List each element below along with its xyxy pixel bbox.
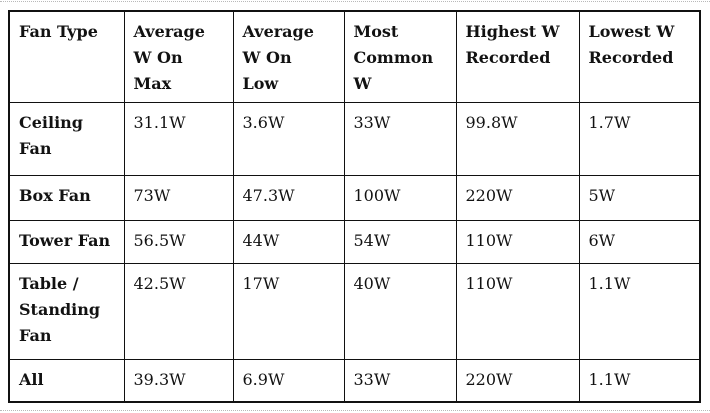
table-cell: 1.1W [578, 359, 701, 402]
column-header-most-common-w: Most Common W [343, 10, 457, 103]
column-header-average-w-on-low: Average W On Low [232, 10, 345, 103]
table-cell: 6.9W [232, 359, 345, 402]
table-cell: 110W [455, 263, 580, 360]
screenshot-edge-top [0, 1, 710, 2]
table-row-tower-fan: Tower Fan 56.5W 44W 54W 110W 6W [8, 220, 701, 264]
table-cell: 1.1W [578, 263, 701, 360]
table-cell: 33W [343, 359, 457, 402]
row-label-box-fan: Box Fan [8, 175, 125, 221]
column-header-average-w-on-max: Average W On Max [123, 10, 234, 103]
table-header-row: Fan Type Average W On Max Average W On L… [8, 10, 701, 103]
row-label-tower-fan: Tower Fan [8, 220, 125, 264]
table-cell: 44W [232, 220, 345, 264]
table-cell: 31.1W [123, 102, 234, 176]
table-cell: 1.7W [578, 102, 701, 176]
table-row-box-fan: Box Fan 73W 47.3W 100W 220W 5W [8, 175, 701, 221]
table-cell: 110W [455, 220, 580, 264]
fan-wattage-table: Fan Type Average W On Max Average W On L… [8, 10, 701, 403]
table-cell: 6W [578, 220, 701, 264]
table-cell: 220W [455, 359, 580, 402]
table-cell: 100W [343, 175, 457, 221]
table-row-ceiling-fan: Ceiling Fan 31.1W 3.6W 33W 99.8W 1.7W [8, 102, 701, 176]
table-cell: 17W [232, 263, 345, 360]
table-cell: 5W [578, 175, 701, 221]
column-header-highest-w-recorded: Highest W Recorded [455, 10, 580, 103]
table-cell: 56.5W [123, 220, 234, 264]
table-cell: 47.3W [232, 175, 345, 221]
row-label-table-standing-fan: Table / Standing Fan [8, 263, 125, 360]
column-header-lowest-w-recorded: Lowest W Recorded [578, 10, 701, 103]
table-row-table-standing-fan: Table / Standing Fan 42.5W 17W 40W 110W … [8, 263, 701, 360]
table-row-all: All 39.3W 6.9W 33W 220W 1.1W [8, 359, 701, 402]
table-cell: 42.5W [123, 263, 234, 360]
column-header-fan-type: Fan Type [8, 10, 125, 103]
table-cell: 40W [343, 263, 457, 360]
table-cell: 54W [343, 220, 457, 264]
table-cell: 3.6W [232, 102, 345, 176]
table-cell: 73W [123, 175, 234, 221]
table-cell: 220W [455, 175, 580, 221]
table-cell: 39.3W [123, 359, 234, 402]
row-label-all: All [8, 359, 125, 402]
table-cell: 99.8W [455, 102, 580, 176]
row-label-ceiling-fan: Ceiling Fan [8, 102, 125, 176]
table-cell: 33W [343, 102, 457, 176]
screenshot-edge-bottom [0, 410, 710, 411]
